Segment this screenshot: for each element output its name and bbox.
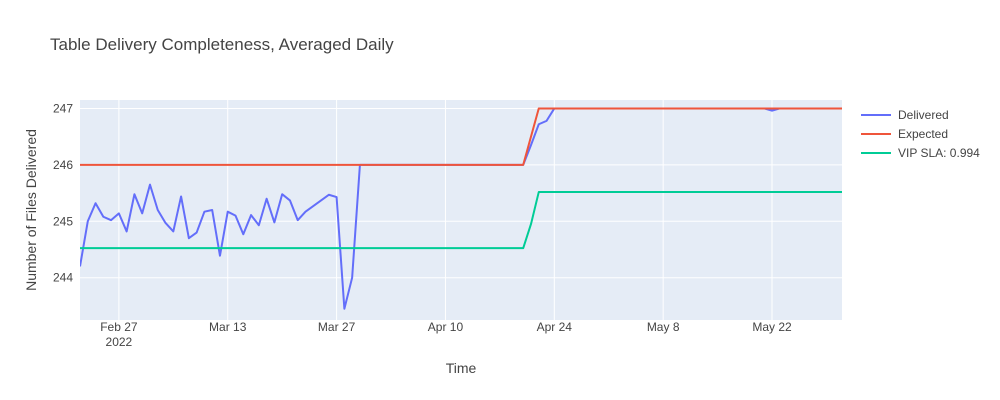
- legend-item[interactable]: Expected: [861, 127, 948, 141]
- x-axis-title: Time: [446, 360, 477, 376]
- legend-label: VIP SLA: 0.994: [898, 146, 980, 160]
- x-tick-label: May 22: [752, 320, 792, 334]
- legend-label: Delivered: [898, 108, 949, 122]
- x-tick-label: Apr 24: [537, 320, 573, 334]
- y-tick-labels: 244 245 246 247: [53, 101, 73, 284]
- x-tick-sublabel: 2022: [106, 335, 133, 349]
- y-tick-label: 244: [53, 271, 73, 285]
- y-tick-label: 245: [53, 214, 73, 228]
- series-line-2[interactable]: [80, 107, 842, 166]
- legend[interactable]: Delivered Expected VIP SLA: 0.994: [861, 108, 980, 160]
- x-tick-label: Feb 27: [100, 320, 138, 334]
- y-axis-title: Number of Files Delivered: [23, 129, 39, 291]
- x-tick-label: Apr 10: [428, 320, 464, 334]
- x-tick-label: Mar 13: [209, 320, 247, 334]
- y-tick-label: 246: [53, 158, 73, 172]
- legend-item[interactable]: VIP SLA: 0.994: [861, 146, 980, 160]
- x-tick-label: Mar 27: [318, 320, 356, 334]
- x-tick-label: May 8: [647, 320, 680, 334]
- plot-area: [80, 100, 842, 320]
- series-line-3[interactable]: [80, 191, 842, 250]
- y-tick-label: 247: [53, 101, 73, 115]
- chart-title: Table Delivery Completeness, Averaged Da…: [50, 35, 394, 54]
- legend-item[interactable]: Delivered: [861, 108, 949, 122]
- series-line-1[interactable]: [80, 107, 842, 310]
- legend-label: Expected: [898, 127, 948, 141]
- series-layer: [80, 107, 842, 310]
